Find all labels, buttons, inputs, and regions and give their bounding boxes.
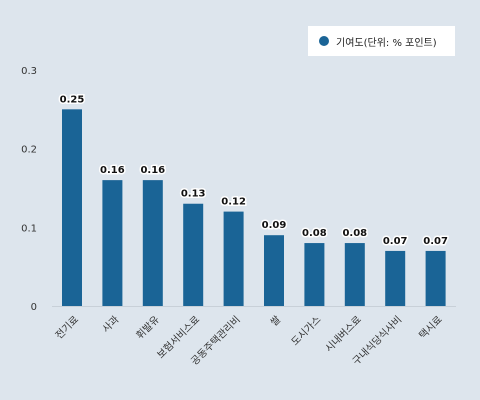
data-label-5: 0.09 (262, 220, 287, 231)
legend-label: 기여도(단위: % 포인트) (336, 37, 437, 49)
x-tick-label-7: 시내버스료 (323, 314, 364, 355)
y-tick-label-0: 0 (31, 302, 37, 313)
bar-9 (425, 250, 446, 306)
x-tick-label-6: 도시가스 (289, 314, 324, 349)
bar-5 (264, 235, 284, 306)
bar-6 (304, 243, 325, 306)
x-tick-label-5: 쌀 (268, 314, 283, 329)
bar-3 (183, 203, 204, 306)
y-tick-label-1: 0.1 (21, 223, 37, 234)
bar-0 (62, 109, 82, 306)
data-label-3: 0.13 (181, 189, 206, 200)
legend-marker (319, 36, 329, 46)
bar-2 (142, 180, 163, 306)
bar-7 (344, 243, 365, 306)
bar-1 (102, 180, 123, 306)
data-label-8: 0.07 (383, 236, 408, 247)
data-label-2: 0.16 (140, 165, 165, 176)
data-label-6: 0.08 (302, 228, 327, 239)
bar-8 (385, 250, 406, 306)
legend: 기여도(단위: % 포인트) (308, 26, 455, 56)
data-label-4: 0.12 (221, 197, 246, 208)
data-label-0: 0.25 (60, 94, 85, 105)
x-tick-label-9: 택시료 (417, 314, 445, 342)
bar-4 (223, 211, 244, 306)
data-label-9: 0.07 (423, 236, 448, 247)
data-label-7: 0.08 (342, 228, 367, 239)
x-tick-label-2: 휘발유 (134, 314, 162, 342)
data-label-1: 0.16 (100, 165, 125, 176)
y-tick-label-2: 0.2 (21, 145, 37, 156)
y-tick-label-3: 0.3 (21, 66, 37, 77)
x-tick-label-0: 전기료 (53, 314, 81, 342)
x-tick-label-1: 사과 (100, 314, 122, 336)
